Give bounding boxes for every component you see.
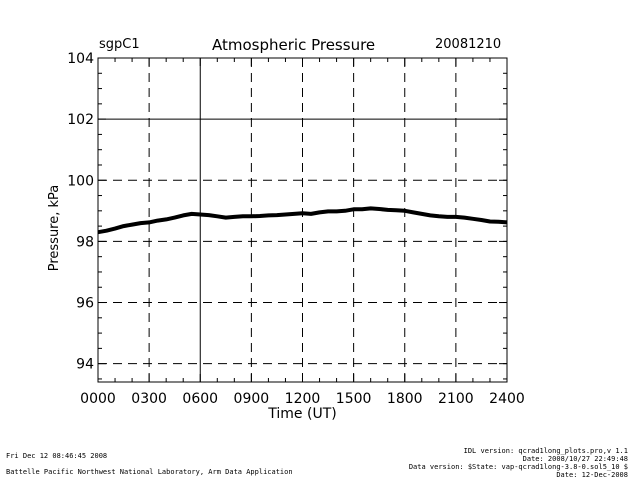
organization-credit: Battelle Pacific Northwest National Labo…: [6, 468, 293, 476]
x-tick-label: 1500: [336, 391, 372, 407]
y-tick-label: 100: [67, 173, 94, 189]
x-tick-label: 1200: [285, 391, 321, 407]
y-tick-label: 104: [67, 51, 94, 67]
y-tick-label: 98: [76, 234, 94, 250]
y-tick-label: 94: [76, 357, 94, 373]
x-tick-label: 2100: [438, 391, 474, 407]
date-label: 20081210: [435, 37, 502, 52]
chart-title: Atmospheric Pressure: [212, 36, 376, 54]
generated-timestamp: Fri Dec 12 08:46:45 2008: [6, 452, 108, 460]
idl-date: Date: 2008/10/27 22:49:48: [522, 455, 628, 463]
pressure-series-line: [97, 206, 508, 235]
x-tick-label: 0000: [80, 391, 116, 407]
y-axis-label: Pressure, kPa: [47, 185, 62, 272]
data-date: Date: 12-Dec-2008: [556, 471, 628, 479]
idl-version: IDL version: qcrad1long_plots.pro,v 1.1: [463, 447, 628, 455]
x-tick-label: 2400: [489, 391, 525, 407]
x-tick-label: 0900: [234, 391, 270, 407]
x-tick-label: 0300: [131, 391, 167, 407]
data-version: Data version: $State: vap-qcrad1long-3.8…: [408, 463, 628, 471]
site-label: sgpC1: [99, 37, 140, 52]
x-tick-label: 1800: [387, 391, 423, 407]
y-tick-label: 96: [76, 296, 94, 312]
x-axis-label: Time (UT): [267, 406, 336, 422]
y-tick-label: 102: [67, 112, 94, 128]
x-tick-label: 0600: [182, 391, 218, 407]
plot-frame: [97, 57, 508, 383]
